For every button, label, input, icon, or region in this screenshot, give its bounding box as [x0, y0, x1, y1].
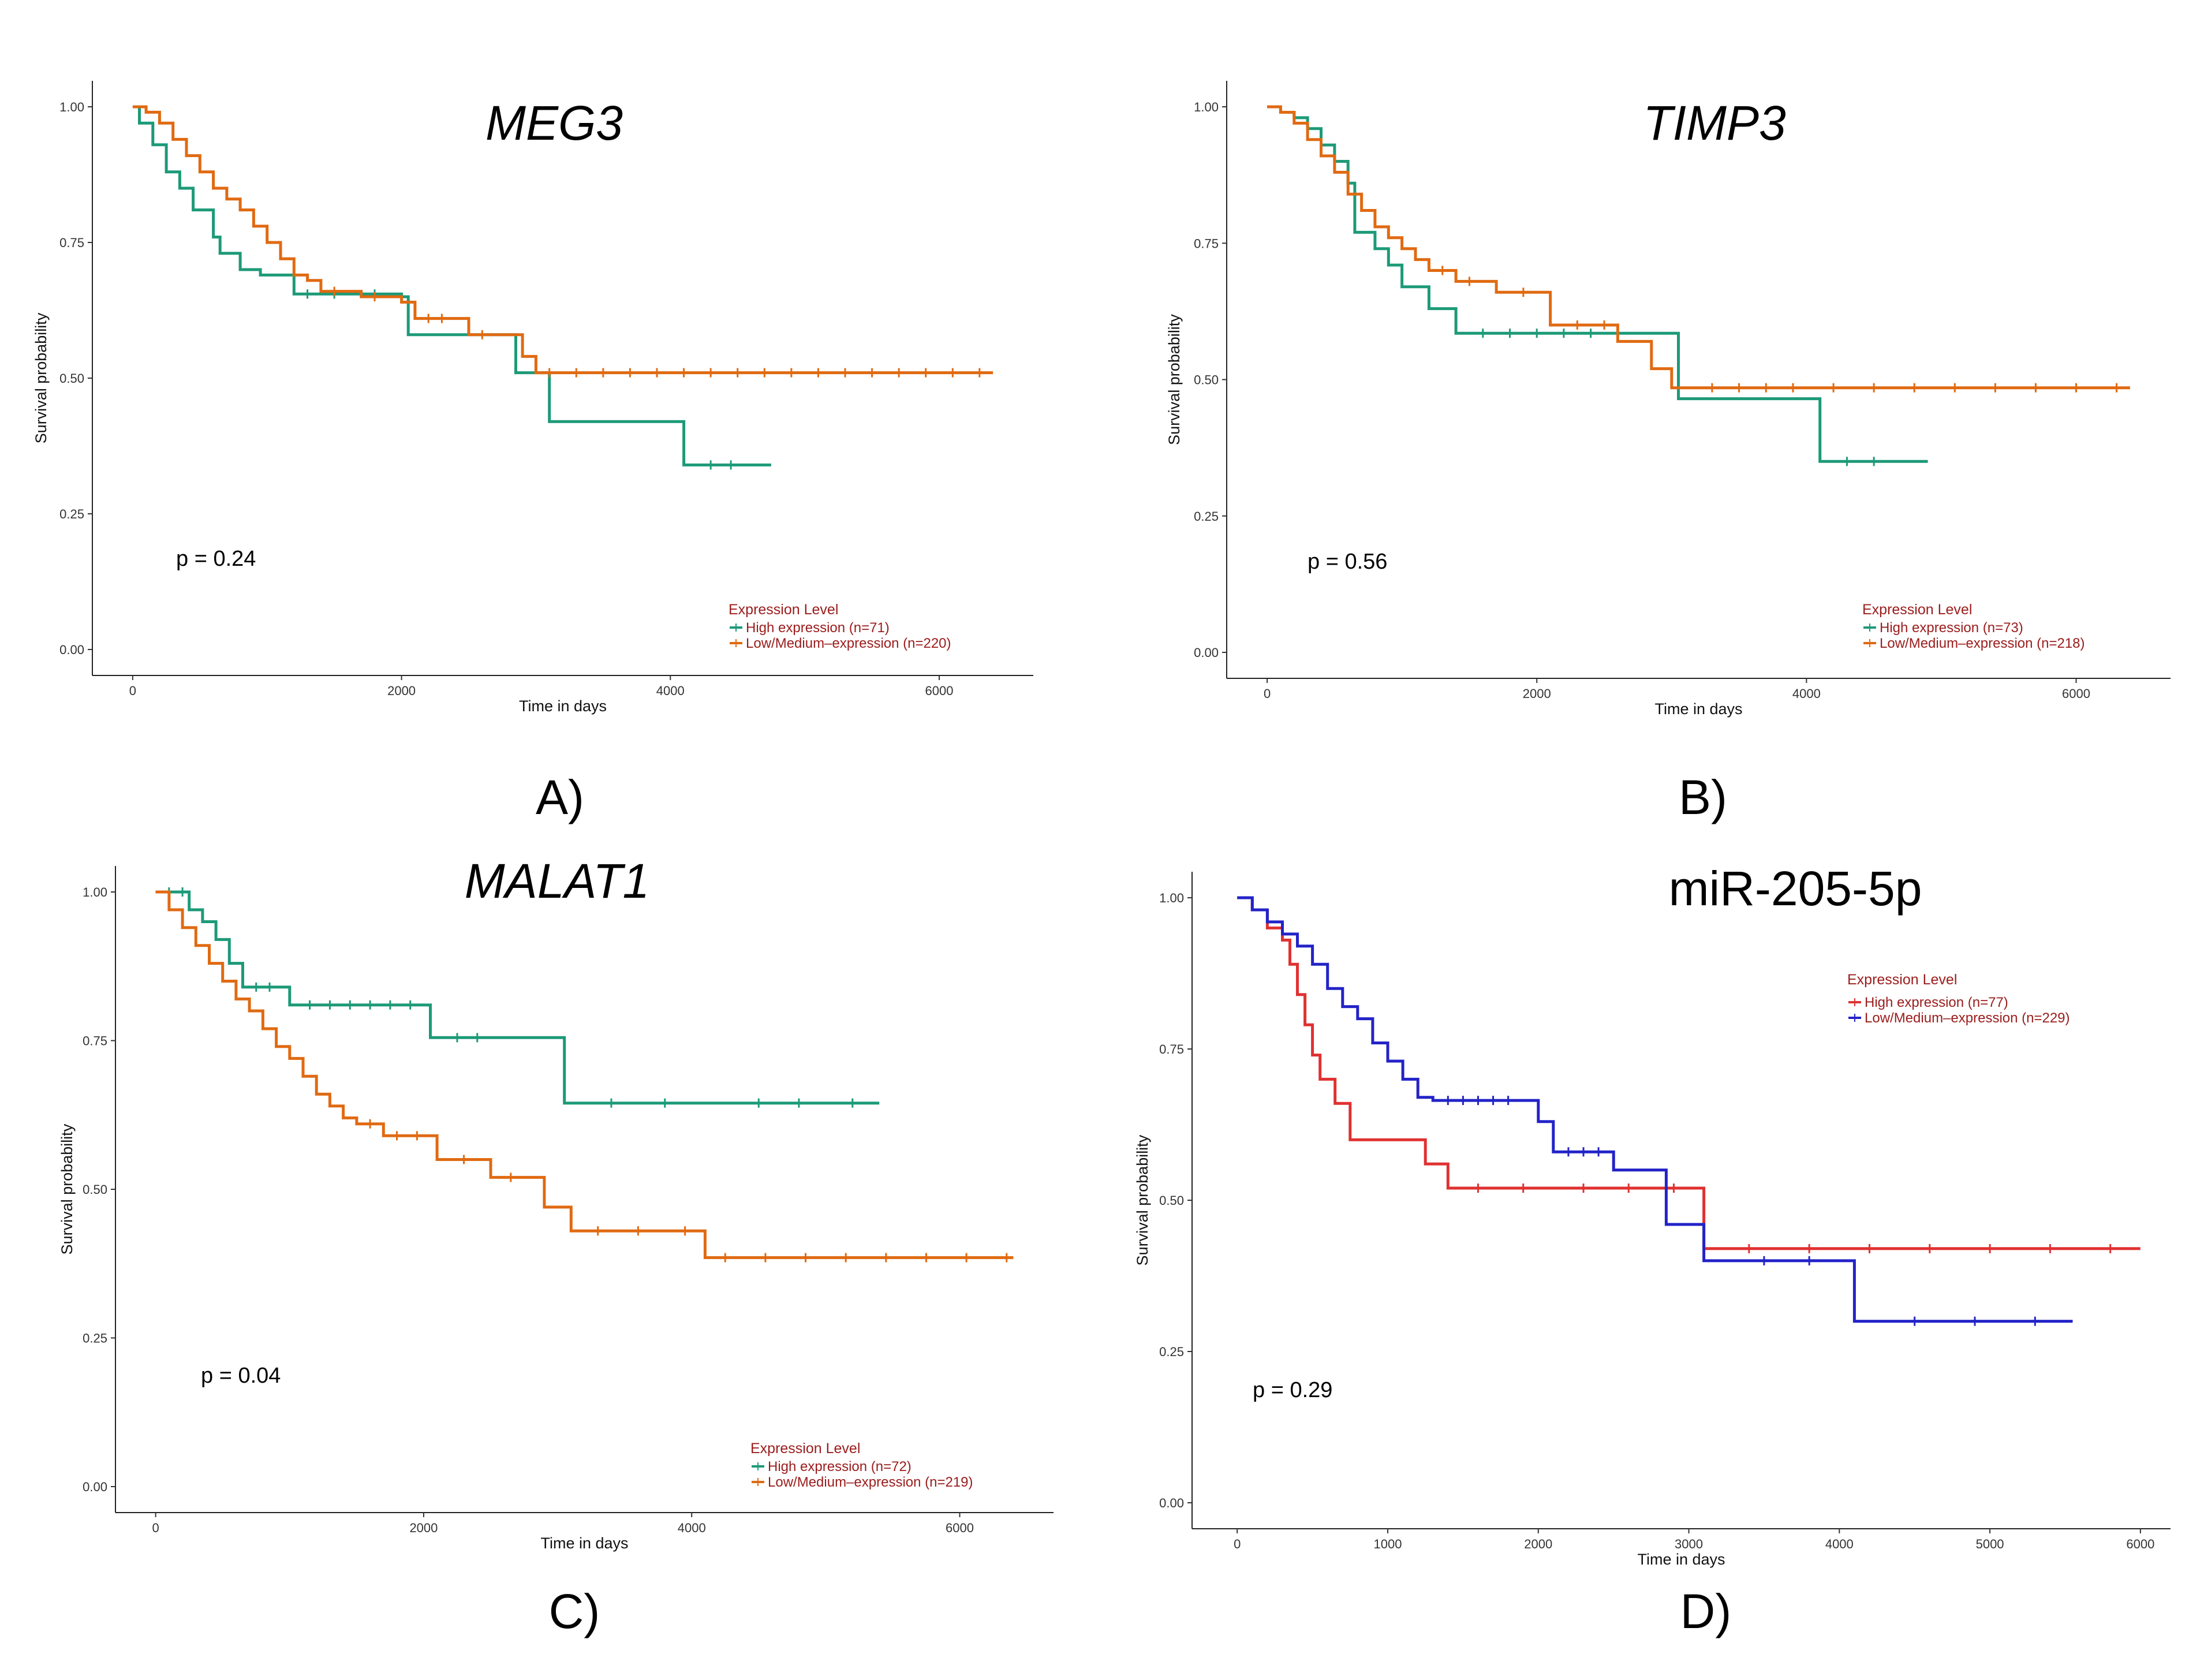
y-tick-label: 0.75	[1159, 1042, 1184, 1056]
x-tick-label: 0	[152, 1521, 159, 1535]
km-curve-series-2	[155, 890, 1014, 1259]
legend-entry: Low/Medium–expression (n=229)	[1865, 1010, 2070, 1026]
x-tick-label: 6000	[2062, 686, 2090, 701]
km-panel-1: 0.00 0.25 0.50 0.75 1.00 0 2000 4000 6000 Time in…	[32, 81, 1033, 824]
x-tick-label: 6000	[2126, 1537, 2154, 1551]
legend-entry: Low/Medium–expression (n=220)	[746, 636, 951, 651]
x-axis-title: Time in days	[519, 697, 607, 715]
chart-title: MEG3	[485, 96, 623, 150]
x-tick-label: 2000	[1523, 686, 1551, 701]
legend-entry: High expression (n=77)	[1865, 995, 2008, 1010]
km-panel-2: 0.00 0.25 0.50 0.75 1.00 0 2000 4000 6000 Time in…	[1166, 81, 2171, 824]
y-tick-label: 0.50	[59, 371, 84, 386]
x-tick-label: 4000	[656, 684, 685, 698]
legend-entry: Low/Medium–expression (n=218)	[1880, 636, 2085, 651]
km-curve-series-2	[132, 105, 993, 375]
y-tick-label: 0.75	[83, 1034, 107, 1048]
x-tick-label: 1000	[1374, 1537, 1402, 1551]
x-tick-label: 0	[1264, 686, 1271, 701]
legend-entry: High expression (n=73)	[1880, 620, 2023, 636]
km-curve-series-2	[1237, 896, 2073, 1323]
y-tick-label: 0.50	[1159, 1193, 1184, 1208]
x-tick-label: 2000	[1524, 1537, 1552, 1551]
panel-label: D)	[1680, 1584, 1732, 1638]
x-tick-label: 6000	[946, 1521, 974, 1535]
y-tick-label: 0.75	[59, 236, 84, 250]
y-tick-label: 0.00	[83, 1480, 107, 1494]
y-axis-title: Survival probability	[58, 1123, 76, 1255]
y-tick-label: 0.50	[1194, 373, 1219, 387]
x-tick-label: 6000	[925, 684, 954, 698]
km-panel-3: 0.00 0.25 0.50 0.75 1.00 0 2000 4000 6000 Time in…	[58, 854, 1054, 1638]
legend: Expression Level High expression (n=77)Lo…	[1847, 972, 2070, 1026]
y-tick-label: 0.00	[1194, 645, 1219, 660]
x-tick-label: 2000	[409, 1521, 438, 1535]
legend-title: Expression Level	[729, 602, 838, 618]
km-curve-series-2	[1267, 105, 2130, 390]
legend-title: Expression Level	[1847, 972, 1957, 988]
x-tick-label: 3000	[1675, 1537, 1703, 1551]
x-tick-label: 2000	[387, 684, 416, 698]
y-tick-label: 0.25	[59, 507, 84, 521]
p-value: p = 0.29	[1253, 1378, 1332, 1402]
y-tick-label: 1.00	[59, 100, 84, 114]
chart-title: miR-205-5p	[1669, 861, 1922, 916]
legend: Expression Level High expression (n=73)Lo…	[1862, 602, 2085, 651]
km-curve-series-1	[1237, 896, 2141, 1250]
legend-title: Expression Level	[1862, 602, 1972, 618]
y-axis-title: Survival probability	[32, 312, 50, 443]
y-axis-title: Survival probability	[1166, 314, 1183, 445]
y-tick-label: 0.00	[1159, 1496, 1184, 1510]
y-tick-label: 0.75	[1194, 236, 1219, 251]
legend: Expression Level High expression (n=72)Lo…	[750, 1440, 973, 1490]
x-axis-title: Time in days	[1654, 700, 1742, 718]
y-tick-label: 0.50	[83, 1182, 107, 1197]
x-tick-label: 4000	[1825, 1537, 1854, 1551]
km-curve-series-1	[1267, 105, 1928, 463]
km-curve-series-1	[132, 105, 771, 466]
chart-title: MALAT1	[465, 854, 650, 908]
legend-entry: High expression (n=71)	[746, 620, 890, 636]
legend-entry: High expression (n=72)	[768, 1459, 912, 1474]
y-tick-label: 0.00	[59, 643, 84, 657]
x-tick-label: 0	[129, 684, 136, 698]
y-tick-label: 1.00	[1194, 100, 1219, 114]
legend-title: Expression Level	[750, 1440, 860, 1457]
panel-label: B)	[1679, 770, 1727, 824]
y-tick-label: 1.00	[1159, 891, 1184, 905]
y-tick-label: 0.25	[1194, 509, 1219, 524]
km-panel-4: 0.00 0.25 0.50 0.75 1.00 0 1000 2000 3000 4000 500…	[1134, 861, 2171, 1638]
legend-entry: Low/Medium–expression (n=219)	[768, 1474, 973, 1490]
panel-label: A)	[536, 770, 584, 824]
x-tick-label: 4000	[678, 1521, 706, 1535]
x-tick-label: 5000	[1976, 1537, 2004, 1551]
x-tick-label: 0	[1234, 1537, 1241, 1551]
x-tick-label: 4000	[1792, 686, 1821, 701]
km-curve-series-1	[155, 890, 880, 1105]
x-axis-title: Time in days	[1637, 1551, 1725, 1568]
chart-title: TIMP3	[1643, 96, 1785, 150]
p-value: p = 0.04	[201, 1364, 281, 1388]
y-tick-label: 0.25	[83, 1331, 107, 1346]
p-value: p = 0.24	[176, 547, 256, 571]
panel-label: C)	[549, 1584, 600, 1638]
p-value: p = 0.56	[1308, 550, 1387, 574]
y-axis-title: Survival probability	[1134, 1134, 1151, 1265]
y-tick-label: 1.00	[83, 885, 107, 899]
legend: Expression Level High expression (n=71)Lo…	[729, 602, 951, 651]
x-axis-title: Time in days	[540, 1535, 628, 1552]
y-tick-label: 0.25	[1159, 1345, 1184, 1359]
